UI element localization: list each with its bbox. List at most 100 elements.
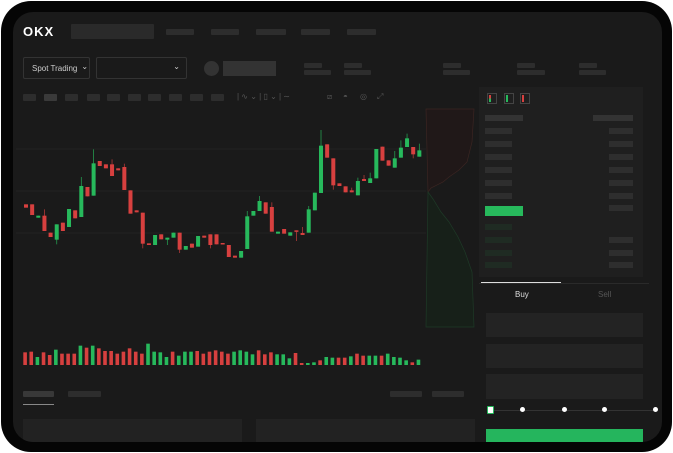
price-input[interactable] [486,313,643,337]
volume-bar [404,360,408,365]
orderbook-both-icon[interactable] [487,93,497,104]
amount-input[interactable] [486,344,643,368]
candle-body [257,201,262,211]
fullscreen-icon[interactable]: ⤢ [377,92,384,101]
timeframe-7[interactable] [148,94,161,101]
orders-filter-2[interactable] [432,391,464,397]
slider-step-50[interactable] [562,407,567,412]
candle-body [300,233,305,235]
bid-amount [609,262,633,268]
volume-bar [262,354,267,365]
ask-price [485,154,512,160]
candle-body [110,164,115,176]
ask-price [485,141,512,147]
orders-filter-1[interactable] [390,391,422,397]
volume-bar [158,352,163,365]
volume-bar [275,354,279,365]
nav-item-1[interactable] [166,29,194,35]
candle-body [368,178,373,183]
stat-label [579,63,597,68]
leverage-slider-handle[interactable] [487,406,494,414]
buy-tab[interactable]: Buy [515,290,529,299]
candle-body [306,209,311,233]
volume-bar [189,351,193,365]
candle-body [269,207,274,232]
indicator-icon[interactable]: | ∿ ⌄ | ▯ ⌄ | ∼ [237,92,291,101]
orders-tab-history[interactable] [68,391,101,397]
search-bar[interactable] [71,24,154,39]
nav-item-3[interactable] [256,29,286,35]
orders-panel-left [23,419,242,442]
candle-body [331,158,336,186]
orders-tab-open[interactable] [23,391,54,397]
candle-body [355,181,360,196]
okx-logo[interactable]: OKX [23,24,55,39]
timeframe-5[interactable] [107,94,120,101]
stat-value [579,70,606,75]
settings-icon[interactable]: ◎ [360,92,367,101]
ask-price [485,167,512,173]
slider-step-75[interactable] [602,407,607,412]
stat-value [517,70,545,75]
timeframe-4[interactable] [87,94,100,101]
volume-bar [170,351,175,365]
depth-asks-area [425,108,475,194]
timeframe-9[interactable] [190,94,203,101]
bid-amount [609,250,633,256]
leverage-slider-track[interactable] [491,410,657,411]
buy-submit-button[interactable] [486,429,643,442]
camera-icon[interactable]: ◓ [343,92,348,101]
timeframe-3[interactable] [65,94,78,101]
volume-bar [183,351,187,365]
volume-bar [250,354,255,365]
bid-price [485,250,512,256]
pair-dropdown[interactable]: ⌄ [96,57,187,79]
buy-tab-underline [481,282,561,283]
volume-bar [238,350,243,365]
timeframe-6[interactable] [128,94,141,101]
volume-bar [176,355,181,365]
candle-body [24,204,28,208]
total-input[interactable] [486,374,643,399]
ask-amount [609,141,633,147]
trading-screen: OKX Spot Trading ⌄ ⌄ | ∿ ⌄ | ▯ ⌄ | ∼ ⧄ ◓… [13,12,662,442]
volume-bar [324,357,329,365]
timeframe-8[interactable] [169,94,182,101]
candle-body [411,147,416,155]
slider-step-25[interactable] [520,407,525,412]
nav-item-5[interactable] [347,29,376,35]
volume-bar [232,351,236,365]
candle-body [386,160,391,166]
nav-item-2[interactable] [211,29,239,35]
volume-bar [29,351,34,365]
volume-bar [349,356,353,365]
candle-body [67,209,72,227]
timeframe-1[interactable] [23,94,36,101]
orderbook-bids-icon[interactable] [504,93,514,104]
candle-body [405,138,410,147]
slider-step-100[interactable] [653,407,658,412]
volume-bar [385,353,390,365]
volume-bar [23,352,27,365]
timeframe-10[interactable] [211,94,224,101]
candle-body [97,161,102,166]
candle-body [54,224,59,240]
candle-body [288,232,293,236]
order-book [479,87,643,277]
nav-item-4[interactable] [301,29,330,35]
volume-bar [318,360,322,365]
candlestick-chart[interactable] [13,12,662,442]
draw-icon[interactable]: ⧄ [327,92,333,101]
candle-body [251,211,256,216]
orderbook-asks-icon[interactable] [520,93,530,104]
candle-body [263,202,268,214]
sell-tab[interactable]: Sell [598,290,612,299]
volume-bar [121,351,126,365]
depth-chart [425,108,475,328]
volume-bar [84,347,89,365]
volume-bar [152,351,156,365]
candle-body [128,190,133,214]
spot-trading-button[interactable]: Spot Trading ⌄ [23,57,90,79]
volume-bar [195,351,199,365]
timeframe-2[interactable] [44,94,57,101]
